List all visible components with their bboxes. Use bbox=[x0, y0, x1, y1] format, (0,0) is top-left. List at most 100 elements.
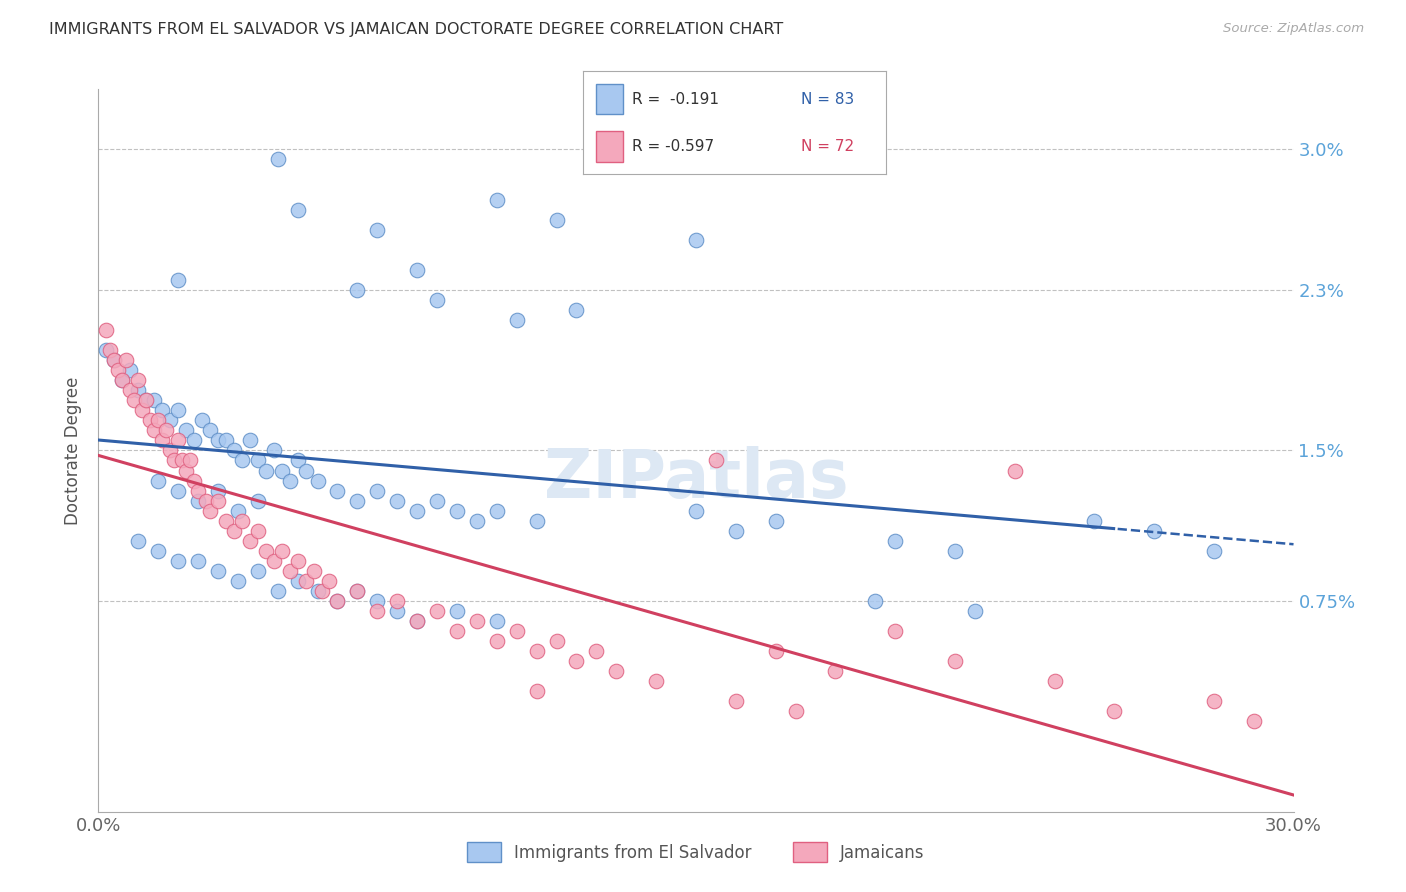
Point bbox=[605, 664, 627, 679]
Point bbox=[198, 503, 221, 517]
Point bbox=[239, 434, 262, 448]
Point bbox=[318, 574, 340, 588]
Point bbox=[645, 674, 668, 689]
Point bbox=[884, 533, 907, 548]
Point bbox=[159, 413, 181, 427]
Point bbox=[120, 363, 142, 377]
Point bbox=[148, 413, 170, 427]
Point bbox=[103, 353, 125, 368]
Point bbox=[150, 434, 173, 448]
Point bbox=[406, 503, 429, 517]
Point bbox=[267, 584, 290, 599]
Point bbox=[685, 503, 707, 517]
Point bbox=[207, 483, 229, 498]
Point bbox=[96, 343, 118, 358]
Point bbox=[159, 443, 181, 458]
Point bbox=[526, 644, 548, 658]
Point bbox=[287, 574, 309, 588]
Point bbox=[294, 574, 316, 588]
Point bbox=[485, 634, 508, 648]
Point bbox=[765, 644, 787, 658]
Point bbox=[187, 554, 209, 568]
Point bbox=[263, 554, 285, 568]
Point bbox=[254, 543, 277, 558]
Point bbox=[270, 464, 292, 478]
Point bbox=[226, 503, 249, 517]
Point bbox=[884, 624, 907, 639]
Legend: Immigrants from El Salvador, Jamaicans: Immigrants from El Salvador, Jamaicans bbox=[461, 836, 931, 869]
Point bbox=[326, 594, 349, 608]
Point bbox=[287, 554, 309, 568]
Point bbox=[406, 614, 429, 628]
Point bbox=[172, 453, 194, 467]
Point bbox=[263, 443, 285, 458]
Point bbox=[385, 493, 409, 508]
Point bbox=[1043, 674, 1066, 689]
Point bbox=[685, 233, 707, 247]
Point bbox=[191, 413, 214, 427]
Point bbox=[96, 323, 118, 337]
Point bbox=[311, 584, 333, 599]
Point bbox=[366, 483, 388, 498]
Point bbox=[215, 514, 238, 528]
Point bbox=[307, 474, 329, 488]
Point bbox=[287, 453, 309, 467]
Point bbox=[1202, 694, 1225, 708]
Point bbox=[103, 353, 125, 368]
Point bbox=[963, 604, 986, 618]
Point bbox=[167, 403, 190, 417]
Point bbox=[215, 434, 238, 448]
Point bbox=[366, 604, 388, 618]
Text: R = -0.597: R = -0.597 bbox=[631, 139, 714, 153]
Point bbox=[565, 303, 588, 318]
Point bbox=[207, 493, 229, 508]
Point bbox=[1243, 714, 1265, 729]
Text: ZIPatlas: ZIPatlas bbox=[544, 446, 848, 512]
Point bbox=[585, 644, 607, 658]
Point bbox=[246, 493, 269, 508]
Point bbox=[143, 393, 166, 408]
Point bbox=[278, 474, 301, 488]
Point bbox=[207, 564, 229, 578]
Point bbox=[366, 594, 388, 608]
Point bbox=[943, 543, 966, 558]
Point bbox=[179, 453, 201, 467]
Point bbox=[131, 403, 153, 417]
Point bbox=[506, 313, 529, 327]
Point bbox=[426, 493, 449, 508]
Point bbox=[143, 424, 166, 438]
Point bbox=[148, 474, 170, 488]
Point bbox=[195, 493, 218, 508]
Point bbox=[765, 514, 787, 528]
Point bbox=[287, 202, 309, 217]
Point bbox=[150, 403, 173, 417]
Point bbox=[246, 453, 269, 467]
Point bbox=[526, 684, 548, 698]
Point bbox=[111, 373, 134, 387]
Point bbox=[239, 533, 262, 548]
Point bbox=[127, 373, 149, 387]
Text: Source: ZipAtlas.com: Source: ZipAtlas.com bbox=[1223, 22, 1364, 36]
Point bbox=[127, 384, 149, 398]
Point bbox=[124, 393, 146, 408]
Point bbox=[704, 453, 727, 467]
Point bbox=[174, 464, 197, 478]
Y-axis label: Doctorate Degree: Doctorate Degree bbox=[65, 376, 83, 524]
Point bbox=[465, 614, 488, 628]
Point bbox=[115, 353, 138, 368]
Point bbox=[546, 634, 568, 648]
Point bbox=[135, 393, 157, 408]
Point bbox=[267, 153, 290, 167]
Point bbox=[446, 604, 468, 618]
Point bbox=[346, 584, 368, 599]
Point bbox=[163, 453, 186, 467]
Bar bbox=[596, 131, 623, 161]
Bar bbox=[596, 84, 623, 114]
Point bbox=[307, 584, 329, 599]
Point bbox=[246, 564, 269, 578]
Point bbox=[183, 434, 205, 448]
Point bbox=[222, 443, 245, 458]
Point bbox=[366, 223, 388, 237]
Point bbox=[724, 524, 747, 538]
Point bbox=[1104, 705, 1126, 719]
